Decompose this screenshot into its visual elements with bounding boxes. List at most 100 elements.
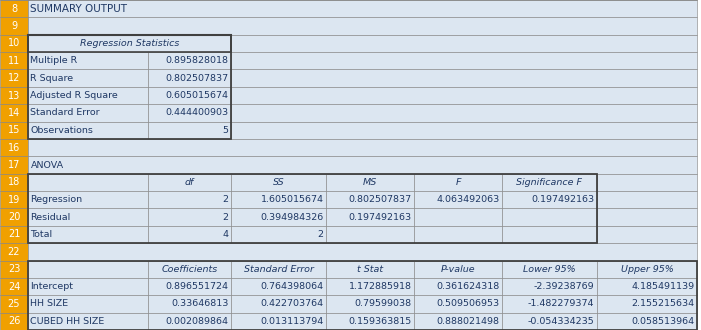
Text: 0.33646813: 0.33646813	[171, 299, 229, 309]
Bar	[502, 209, 597, 226]
Text: 0.79599038: 0.79599038	[355, 299, 411, 309]
Bar	[326, 226, 414, 243]
Text: 15: 15	[8, 125, 20, 135]
Text: 12: 12	[8, 73, 20, 83]
Text: Total: Total	[31, 230, 53, 239]
Text: Observations: Observations	[31, 126, 93, 135]
Bar	[231, 313, 326, 330]
Bar	[326, 313, 414, 330]
Text: Significance F: Significance F	[517, 178, 583, 187]
Text: Multiple R: Multiple R	[31, 56, 78, 65]
Bar	[231, 226, 326, 243]
Text: Coefficients: Coefficients	[161, 265, 217, 274]
Text: 0.422703764: 0.422703764	[260, 299, 323, 309]
Bar	[414, 278, 502, 295]
Bar	[231, 260, 326, 278]
Bar	[597, 295, 697, 313]
Bar	[231, 191, 326, 209]
Bar	[28, 87, 148, 104]
Bar	[0, 191, 28, 209]
Bar	[326, 260, 414, 278]
Bar	[28, 295, 148, 313]
Bar	[148, 209, 231, 226]
Text: 2: 2	[222, 213, 229, 222]
Bar	[28, 156, 697, 174]
Bar	[326, 209, 414, 226]
Bar	[148, 121, 231, 139]
Bar	[28, 104, 148, 121]
Bar	[231, 87, 697, 104]
Text: 11: 11	[8, 56, 20, 66]
Bar	[0, 243, 28, 260]
Text: R Square: R Square	[31, 74, 74, 82]
Text: 2.155215634: 2.155215634	[632, 299, 695, 309]
Text: Standard Error: Standard Error	[31, 108, 100, 117]
Text: 18: 18	[8, 177, 20, 187]
Bar	[0, 35, 28, 52]
Text: 0.764398064: 0.764398064	[260, 282, 323, 291]
Text: Adjusted R Square: Adjusted R Square	[31, 91, 118, 100]
Bar	[597, 191, 697, 209]
Bar	[231, 209, 326, 226]
Text: 21: 21	[8, 229, 20, 240]
Text: Residual: Residual	[31, 213, 71, 222]
Bar	[0, 278, 28, 295]
Bar	[597, 226, 697, 243]
Bar	[28, 139, 697, 156]
Bar	[28, 260, 697, 330]
Bar	[148, 70, 231, 87]
Bar	[597, 313, 697, 330]
Text: 0.394984326: 0.394984326	[260, 213, 323, 222]
Text: Standard Error: Standard Error	[243, 265, 313, 274]
Bar	[28, 70, 148, 87]
Bar	[28, 278, 148, 295]
Bar	[597, 278, 697, 295]
Bar	[414, 313, 502, 330]
Text: 0.896551724: 0.896551724	[165, 282, 229, 291]
Text: 16: 16	[8, 143, 20, 153]
Bar	[28, 313, 148, 330]
Text: 23: 23	[8, 264, 20, 274]
Text: 0.361624318: 0.361624318	[436, 282, 500, 291]
Bar	[231, 52, 697, 70]
Text: 0.444400903: 0.444400903	[165, 108, 229, 117]
Text: Regression Statistics: Regression Statistics	[80, 39, 179, 48]
Text: df: df	[185, 178, 194, 187]
Bar	[326, 278, 414, 295]
Text: Lower 95%: Lower 95%	[523, 265, 576, 274]
Bar	[502, 295, 597, 313]
Bar	[0, 209, 28, 226]
Bar	[148, 191, 231, 209]
Text: 0.509506953: 0.509506953	[437, 299, 500, 309]
Bar	[148, 87, 231, 104]
Text: 0.058513964: 0.058513964	[632, 317, 695, 326]
Bar	[0, 156, 28, 174]
Bar	[0, 260, 28, 278]
Bar	[0, 139, 28, 156]
Bar	[414, 174, 502, 191]
Bar	[597, 260, 697, 278]
Text: 4.185491139: 4.185491139	[632, 282, 695, 291]
Text: 2: 2	[222, 195, 229, 204]
Text: 10: 10	[8, 38, 20, 49]
Bar	[28, 174, 148, 191]
Text: 1.605015674: 1.605015674	[261, 195, 323, 204]
Text: Intercept: Intercept	[31, 282, 74, 291]
Text: Regression: Regression	[31, 195, 83, 204]
Bar	[148, 104, 231, 121]
Bar	[0, 174, 28, 191]
Text: 22: 22	[8, 247, 20, 257]
Text: 0.888021498: 0.888021498	[437, 317, 500, 326]
Text: 19: 19	[8, 195, 20, 205]
Text: HH SIZE: HH SIZE	[31, 299, 69, 309]
Bar	[597, 209, 697, 226]
Text: P-value: P-value	[441, 265, 475, 274]
Bar	[148, 174, 231, 191]
Text: SS: SS	[273, 178, 285, 187]
Text: 26: 26	[8, 316, 20, 326]
Text: -2.39238769: -2.39238769	[534, 282, 594, 291]
Bar	[231, 70, 697, 87]
Bar	[231, 35, 697, 52]
Text: CUBED HH SIZE: CUBED HH SIZE	[31, 317, 104, 326]
Bar	[231, 104, 697, 121]
